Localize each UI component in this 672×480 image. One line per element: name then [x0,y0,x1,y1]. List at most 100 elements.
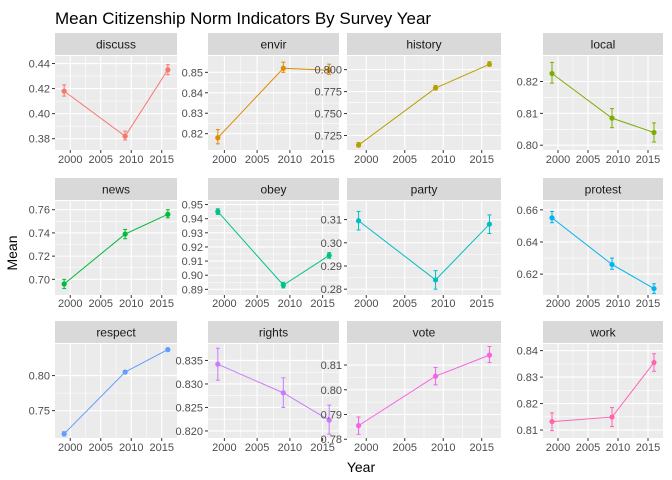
data-point [432,277,439,283]
x-tick-label: 2015 [470,298,494,310]
y-axis-title: Mean [4,235,20,270]
data-point [326,252,332,259]
facet-strip-label: news [102,183,130,197]
panel-news: news 0.70 0.72 0.74 0.76 2000 2005 2010 2015 [29,178,177,310]
data-point [215,361,221,367]
x-tick-label: 2010 [278,154,302,166]
gridlines [543,201,663,295]
x-tick-label: 2000 [58,154,82,166]
panel-work: work 0.81 0.82 0.83 0.84 2000 2005 2010 2015 [517,321,663,454]
x-tick-label: 2000 [546,298,570,310]
data-point [486,61,493,67]
gridlines [208,201,339,295]
y-tick-label: 0.31 [321,215,342,227]
facet-strip-label: envir [260,38,286,52]
facet-strip [543,33,663,55]
x-tick-label: 2005 [393,298,417,310]
data-point [215,209,221,215]
x-tick-label: 2000 [212,154,236,166]
data-point [355,423,362,429]
x-tick-label: 2000 [212,442,236,454]
y-tick-label: 0.44 [29,59,50,71]
x-tick-label: 2015 [636,442,660,454]
data-point [355,218,362,224]
y-tick-label: 0.820 [175,426,203,438]
facet-strip [347,33,501,55]
panel-discuss: discuss 0.38 0.40 0.42 0.44 2000 2005 2010 2015 [29,33,177,166]
y-tick-label: 0.29 [321,261,342,273]
facet-strip [543,178,663,200]
panel-envir: envir 0.82 0.83 0.84 0.85 2000 2005 2010 2015 [182,33,339,166]
panel-vote: vote 0.78 0.79 0.80 0.81 2000 2005 2010 2015 [321,321,501,454]
data-point [122,133,128,139]
data-point [651,129,657,136]
data-point [651,285,657,292]
y-tick-label: 0.75 [29,406,50,418]
data-point [609,414,615,420]
x-tick-label: 2005 [245,442,269,454]
x-tick-label: 2010 [119,154,143,166]
y-tick-label: 0.38 [29,134,50,146]
facet-strip-label: local [591,38,616,52]
y-tick-label: 0.84 [517,346,538,358]
x-tick-label: 2015 [636,154,660,166]
y-tick-label: 0.85 [182,67,203,79]
data-point [609,115,615,121]
y-tick-label: 0.74 [29,228,50,240]
gridlines [543,344,663,438]
x-tick-label: 2000 [354,154,378,166]
facet-strip [55,321,177,343]
x-tick-label: 2010 [606,442,630,454]
data-point [326,67,332,73]
y-tick-label: 0.800 [314,65,342,77]
y-tick-label: 0.42 [29,84,50,96]
y-tick-label: 0.80 [321,385,342,397]
facet-strip [347,321,501,343]
panel-history: history 0.725 0.750 0.775 0.800 2000 2005 2010 2… [314,33,501,166]
x-tick-label: 2005 [245,298,269,310]
gridlines [208,56,339,150]
x-tick-label: 2015 [310,442,334,454]
y-tick-label: 0.825 [175,402,203,414]
data-point [165,347,171,353]
x-tick-label: 2015 [470,154,494,166]
x-tick-label: 2010 [431,442,455,454]
y-tick-label: 0.82 [517,76,538,88]
data-point [609,261,615,268]
x-tick-label: 2015 [636,298,660,310]
panel-local: local 0.80 0.81 0.82 2000 2005 2010 2015 [517,33,663,166]
x-tick-label: 2015 [150,154,174,166]
y-tick-label: 0.84 [182,88,203,100]
gridlines [55,344,177,438]
y-tick-label: 0.94 [182,214,203,226]
y-tick-label: 0.725 [314,131,342,143]
x-tick-label: 2000 [546,154,570,166]
data-point [355,142,362,148]
y-tick-label: 0.83 [517,372,538,384]
data-point [122,369,128,375]
x-tick-label: 2010 [606,154,630,166]
facet-strip [208,33,339,55]
y-tick-label: 0.76 [29,205,50,217]
x-tick-label: 2005 [89,298,113,310]
x-tick-label: 2000 [354,442,378,454]
y-tick-label: 0.81 [517,425,538,437]
data-point [549,70,555,77]
data-point [486,352,493,358]
y-tick-label: 0.750 [314,109,342,121]
y-tick-label: 0.82 [517,399,538,411]
facet-strip [543,321,663,343]
x-tick-label: 2005 [576,154,600,166]
data-point [122,231,128,237]
facet-strip-label: vote [413,326,436,340]
x-tick-label: 2000 [58,298,82,310]
facet-strip [208,178,339,200]
y-tick-label: 0.80 [29,371,50,383]
y-tick-label: 0.830 [175,379,203,391]
y-tick-label: 0.81 [517,108,538,120]
facet-strip-label: party [411,183,438,197]
data-point [549,418,555,425]
facet-strip-label: history [406,38,441,52]
data-point [165,211,171,217]
